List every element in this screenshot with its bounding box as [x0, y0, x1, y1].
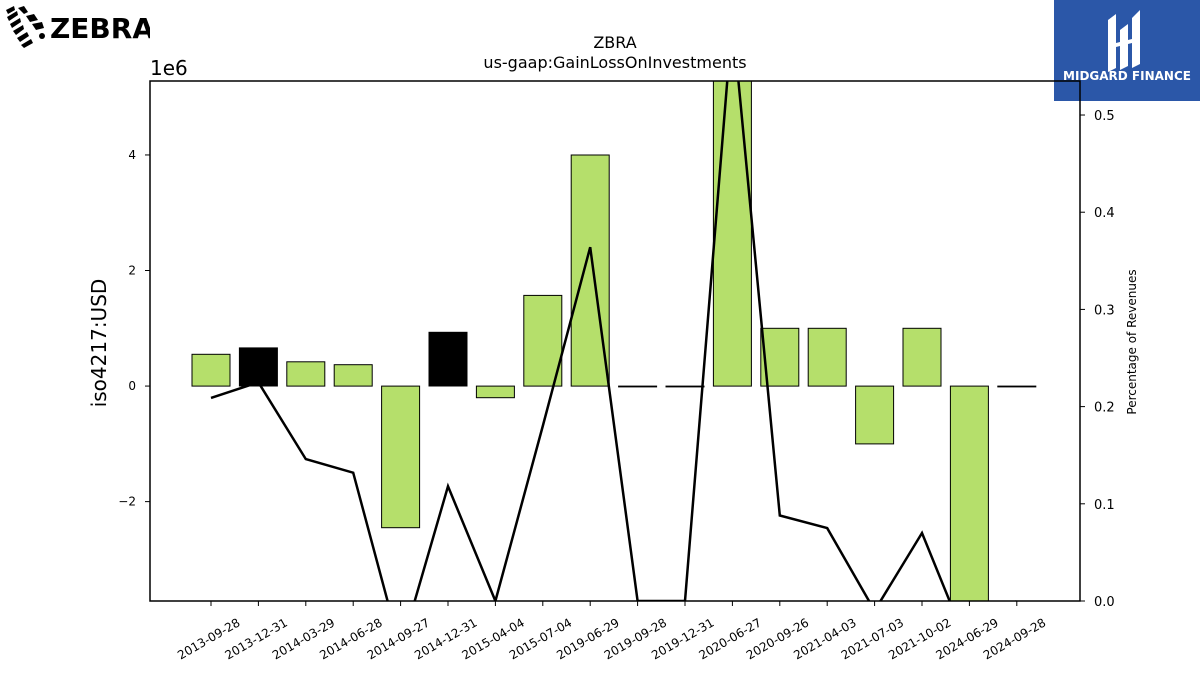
bar-2020-09-26 — [760, 327, 800, 387]
chart-title: ZBRA — [593, 33, 636, 52]
midgard-finance-logo: MIDGARD FINANCE — [1054, 0, 1200, 101]
y-multiplier-label: 1e6 — [150, 56, 188, 80]
plot-frame — [149, 80, 1081, 602]
y-tick-left-label: 4 — [128, 148, 136, 162]
percentage-line-path — [210, 81, 1017, 601]
revenue-percentage-line — [210, 81, 1017, 601]
bars — [191, 81, 1037, 601]
y-tick-right-label: 0.3 — [1094, 303, 1115, 318]
x-axis: 2013-09-282013-12-312014-03-292014-06-28… — [175, 601, 1048, 662]
zebra-logo: ZEBRA — [4, 4, 154, 50]
y-tick-right-label: 0.5 — [1094, 109, 1115, 124]
y-axis-right: 0.0 0.1 0.2 0.3 0.4 0.5 — [1080, 109, 1115, 610]
bar-2019-09-28 — [618, 385, 658, 388]
bar-2019-12-31 — [665, 385, 705, 388]
y-axis-label-left: iso4217:USD — [87, 279, 111, 408]
y-tick-right-label: 0.1 — [1094, 498, 1115, 513]
zebra-head-icon — [6, 6, 45, 48]
bar-2024-06-29 — [949, 385, 989, 601]
bar-2013-12-31 — [238, 347, 278, 387]
midgard-wordmark: MIDGARD FINANCE — [1063, 69, 1191, 83]
zebra-wordmark: ZEBRA — [50, 12, 150, 45]
bar-2021-07-03 — [855, 385, 895, 445]
y-tick-right-label: 0.0 — [1094, 595, 1115, 610]
bar-2014-12-31 — [428, 331, 468, 387]
y-tick-right-label: 0.2 — [1094, 401, 1115, 416]
y-tick-left-label: 0 — [128, 379, 136, 393]
y-tick-right-label: 0.4 — [1094, 206, 1115, 221]
midgard-emblem-icon — [1108, 10, 1140, 72]
y-axis-label-right: Percentage of Revenues — [1125, 269, 1139, 414]
bar-2021-04-03 — [807, 327, 847, 387]
bar-2013-09-28 — [191, 353, 231, 387]
bar-2020-06-27 — [712, 81, 752, 387]
bar-2021-10-02 — [902, 327, 942, 387]
bar-2015-07-04 — [523, 294, 563, 387]
y-tick-left-label: 2 — [128, 264, 136, 278]
bar-2014-03-29 — [286, 361, 326, 387]
bar-2014-06-28 — [333, 364, 373, 387]
bar-2015-04-04 — [475, 385, 515, 399]
chart-subtitle: us-gaap:GainLossOnInvestments — [483, 53, 746, 72]
bar-2014-09-27 — [381, 385, 421, 529]
y-axis-left: −2 0 2 4 — [118, 148, 150, 509]
y-tick-left-label: −2 — [118, 495, 136, 509]
bar-2024-09-28 — [997, 385, 1037, 388]
